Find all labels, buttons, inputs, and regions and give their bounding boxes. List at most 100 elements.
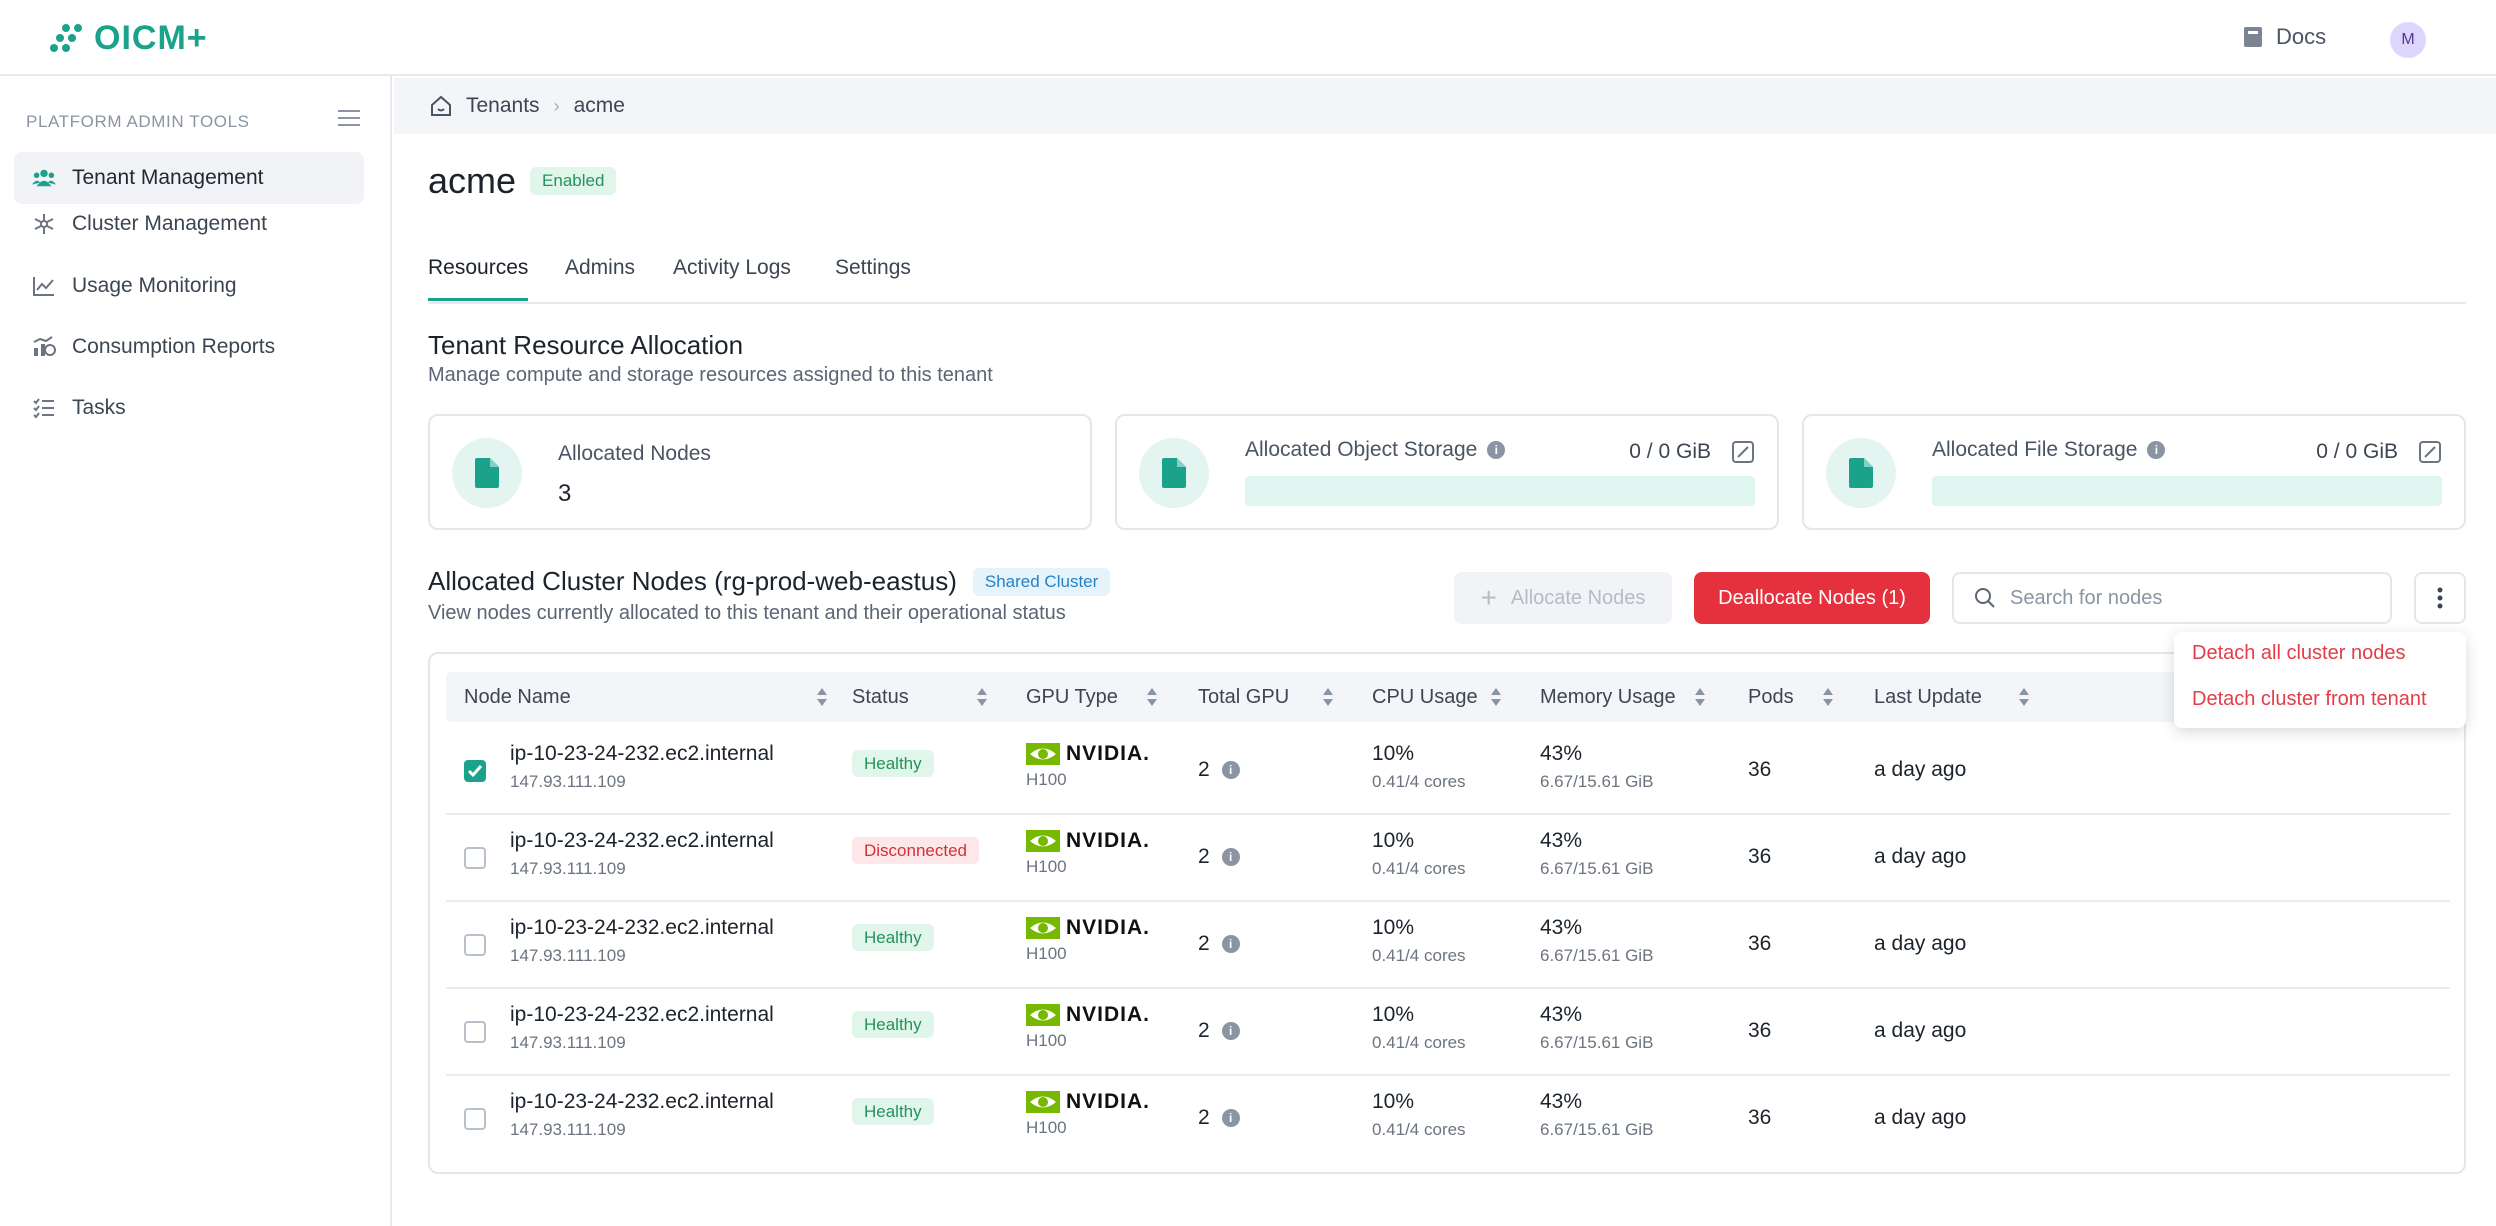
node-name[interactable]: ip-10-23-24-232.ec2.internal (510, 916, 774, 939)
info-icon[interactable]: i (1221, 935, 1240, 953)
sort-icon[interactable] (1822, 686, 1834, 708)
allocation-subtitle: Manage compute and storage resources ass… (428, 364, 993, 386)
row-checkbox[interactable] (464, 847, 486, 869)
nodes-table: Node Name Status GPU Type Total GPU CPU … (428, 652, 2466, 1174)
card-amount: 0 / 0 GiB (2316, 440, 2398, 463)
nvidia-eye-icon (1026, 1004, 1060, 1026)
column-header-node-name[interactable]: Node Name (464, 685, 571, 708)
node-ip: 147.93.111.109 (510, 772, 626, 791)
info-icon[interactable]: i (1221, 761, 1240, 779)
sort-icon[interactable] (2018, 686, 2030, 708)
sort-icon[interactable] (816, 686, 828, 708)
check-icon (467, 765, 483, 778)
info-icon[interactable]: i (1487, 441, 1506, 459)
table-row[interactable]: ip-10-23-24-232.ec2.internal 147.93.111.… (446, 989, 2450, 1076)
deallocate-nodes-button[interactable]: Deallocate Nodes (1) (1694, 572, 1930, 624)
book-icon (2244, 27, 2262, 47)
table-row[interactable]: ip-10-23-24-232.ec2.internal 147.93.111.… (446, 815, 2450, 902)
column-header-pods[interactable]: Pods (1748, 685, 1794, 708)
search-box[interactable] (1952, 572, 2392, 624)
node-name[interactable]: ip-10-23-24-232.ec2.internal (510, 742, 774, 765)
sort-icon[interactable] (1490, 686, 1502, 708)
row-checkbox[interactable] (464, 934, 486, 956)
menu-icon[interactable] (338, 110, 360, 128)
node-ip: 147.93.111.109 (510, 859, 626, 878)
gpu-model: H100 (1026, 944, 1067, 963)
sidebar-item-tenant-management[interactable]: Tenant Management (14, 152, 364, 204)
sort-icon[interactable] (976, 686, 988, 708)
cpu-usage-cell: 10% 0.41/4 cores (1372, 1003, 1466, 1052)
node-name[interactable]: ip-10-23-24-232.ec2.internal (510, 829, 774, 852)
row-checkbox[interactable] (464, 760, 486, 782)
sidebar-item-tasks[interactable]: Tasks (14, 382, 364, 434)
status-badge: Healthy (852, 924, 934, 951)
column-header-status[interactable]: Status (852, 685, 909, 708)
avatar[interactable]: M (2390, 22, 2426, 58)
more-options-button[interactable] (2414, 572, 2466, 624)
info-icon[interactable]: i (1221, 848, 1240, 866)
sidebar-item-usage-monitoring[interactable]: Usage Monitoring (14, 260, 364, 312)
docs-link[interactable]: Docs (2242, 24, 2326, 50)
detach-cluster-item[interactable]: Detach cluster from tenant (2192, 688, 2427, 710)
card-amount: 0 / 0 GiB (1629, 440, 1711, 463)
sidebar-item-label: Usage Monitoring (72, 274, 237, 297)
edit-icon[interactable] (1731, 440, 1755, 464)
column-header-memory-usage[interactable]: Memory Usage (1540, 685, 1676, 708)
nvidia-eye-icon (1026, 743, 1060, 765)
node-ip: 147.93.111.109 (510, 1120, 626, 1139)
cpu-usage-cell: 10% 0.41/4 cores (1372, 916, 1466, 965)
column-header-last-update[interactable]: Last Update (1874, 685, 1982, 708)
status-badge: Healthy (852, 1098, 934, 1125)
nvidia-logo: NVIDIA. (1026, 1003, 1150, 1027)
plus-icon: + (1480, 582, 1497, 613)
home-icon[interactable] (430, 95, 452, 117)
nvidia-eye-icon (1026, 1091, 1060, 1113)
gpu-type-cell: NVIDIA. H100 (1026, 829, 1150, 877)
sidebar-item-label: Tenant Management (72, 166, 264, 189)
allocate-nodes-button[interactable]: + Allocate Nodes (1454, 572, 1672, 624)
page-title: acme (428, 160, 517, 201)
sort-icon[interactable] (1694, 686, 1706, 708)
status-cell: Healthy (852, 1011, 934, 1038)
row-checkbox[interactable] (464, 1108, 486, 1130)
sidebar-item-cluster-management[interactable]: Cluster Management (14, 198, 364, 250)
row-checkbox[interactable] (464, 1021, 486, 1043)
search-input[interactable] (2010, 586, 2370, 610)
node-name-cell: ip-10-23-24-232.ec2.internal 147.93.111.… (510, 1003, 774, 1053)
tab-activity-logs[interactable]: Activity Logs (673, 256, 791, 279)
nvidia-eye-icon (1026, 830, 1060, 852)
edit-icon[interactable] (2418, 440, 2442, 464)
info-icon[interactable]: i (1221, 1109, 1240, 1127)
table-row[interactable]: ip-10-23-24-232.ec2.internal 147.93.111.… (446, 902, 2450, 989)
breadcrumb-tenants[interactable]: Tenants (466, 94, 540, 117)
sort-icon[interactable] (1322, 686, 1334, 708)
tab-resources[interactable]: Resources (428, 256, 529, 301)
breadcrumb-current: acme (573, 94, 625, 117)
column-header-total-gpu[interactable]: Total GPU (1198, 685, 1290, 708)
column-header-gpu-type[interactable]: GPU Type (1026, 685, 1118, 708)
table-row[interactable]: ip-10-23-24-232.ec2.internal 147.93.111.… (446, 1076, 2450, 1163)
node-ip: 147.93.111.109 (510, 946, 626, 965)
detach-all-nodes-item[interactable]: Detach all cluster nodes (2192, 642, 2406, 664)
table-row[interactable]: ip-10-23-24-232.ec2.internal 147.93.111.… (446, 728, 2450, 815)
app-logo[interactable]: OICM+ (46, 18, 208, 58)
gpu-model: H100 (1026, 1031, 1067, 1050)
column-header-cpu-usage[interactable]: CPU Usage (1372, 685, 1478, 708)
reports-icon (32, 335, 56, 359)
node-name[interactable]: ip-10-23-24-232.ec2.internal (510, 1003, 774, 1026)
docs-label: Docs (2276, 24, 2327, 49)
info-icon[interactable]: i (1221, 1022, 1240, 1040)
sidebar-item-consumption-reports[interactable]: Consumption Reports (14, 321, 364, 373)
sort-icon[interactable] (1146, 686, 1158, 708)
gpu-model: H100 (1026, 1118, 1067, 1137)
tab-admins[interactable]: Admins (565, 256, 636, 279)
sidebar-item-label: Consumption Reports (72, 335, 276, 358)
nodes-section-title: Allocated Cluster Nodes (rg-prod-web-eas… (428, 566, 957, 596)
info-icon[interactable]: i (2147, 441, 2166, 459)
file-icon (1139, 438, 1209, 508)
node-name[interactable]: ip-10-23-24-232.ec2.internal (510, 1090, 774, 1113)
tab-settings[interactable]: Settings (835, 256, 911, 279)
